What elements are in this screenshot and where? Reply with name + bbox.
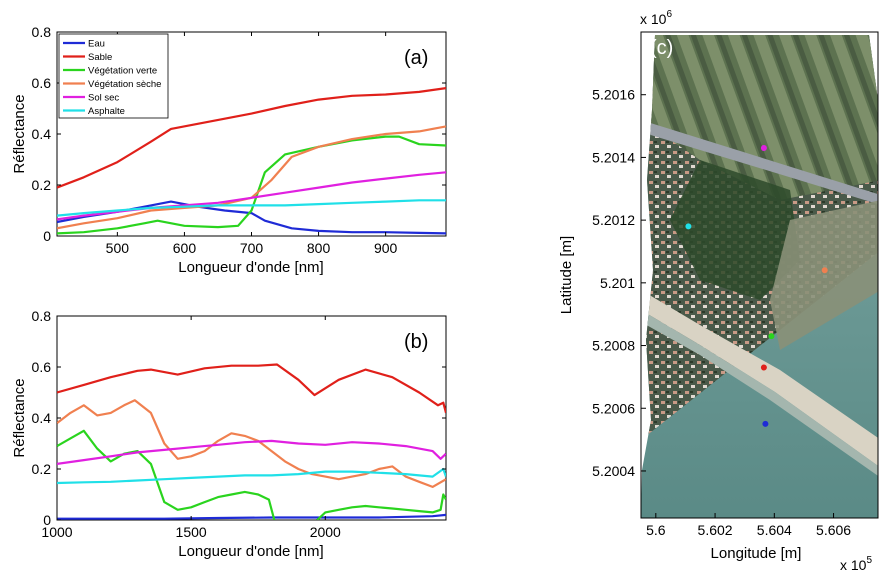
panel-a-ytick-label-2: 0.4 <box>32 126 52 142</box>
panel-c-xtick-label-2: 5.604 <box>757 522 792 538</box>
panel-a-series-vegetation-verte <box>57 135 446 235</box>
x-multiplier-exponent: 5 <box>866 555 872 566</box>
y-multiplier-base: x 10 <box>640 11 667 27</box>
panel-b-ytick-label-2: 0.4 <box>32 410 52 426</box>
dune-vegetation <box>770 200 878 350</box>
panel-c-ylabel: Latitude [m] <box>558 236 575 314</box>
panel-a-series-group <box>57 87 446 235</box>
panel-b-ytick-label-4: 0.8 <box>32 308 52 324</box>
panel-c-ytick-label-4: 5.2012 <box>592 212 635 228</box>
agricultural-fields <box>641 35 878 200</box>
panel-c: 5.6 5.602 5.604 5.606 5.2004 5.2006 5.2008 5.20… <box>558 9 879 572</box>
panel-b-series-group <box>57 363 446 520</box>
panel-a-xtick-label-1: 600 <box>173 240 197 256</box>
legend-box <box>58 33 169 119</box>
panel-b-xtick-label-1: 1500 <box>176 524 207 540</box>
legend-label-vegetation-seche: Végétation sèche <box>88 79 161 90</box>
panel-a-tag: (a) <box>404 47 428 69</box>
panel-b-series-eau <box>57 513 446 520</box>
panel-b-series-sable <box>57 363 446 414</box>
panel-c-tag: (c) <box>650 37 673 59</box>
panel-a-xtick-label-4: 900 <box>374 240 398 256</box>
y-multiplier-exponent: 6 <box>666 9 672 20</box>
panel-c-xtick-label-3: 5.606 <box>816 522 851 538</box>
legend-label-vegetation-verte: Végétation verte <box>88 66 157 77</box>
panel-a-series-sol-sec <box>57 171 446 221</box>
x-multiplier-base: x 10 <box>840 557 867 572</box>
panel-a-series-sable <box>57 87 446 189</box>
coastal-road <box>641 120 878 205</box>
panel-a-xtick-label-0: 500 <box>106 240 130 256</box>
panel-b-xlabel: Longueur d'onde [nm] <box>178 543 323 560</box>
panel-c-ytick-label-2: 5.2008 <box>592 338 635 354</box>
panel-c-ytick-label-1: 5.2006 <box>592 400 635 416</box>
panel-c-ytick-label-0: 5.2004 <box>592 463 635 479</box>
panel-b-ytick-label-0: 0 <box>43 512 51 528</box>
sample-point-sable <box>760 364 767 371</box>
panel-b-series-vegetation-seche <box>57 399 446 488</box>
panel-b-ytick-label-1: 0.2 <box>32 461 52 477</box>
panel-a-legend: Eau Sable Végétation verte Végétation sèche… <box>58 33 169 119</box>
panel-c-ytick-label-5: 5.2014 <box>592 149 635 165</box>
panel-b-ytick-label-3: 0.6 <box>32 359 52 375</box>
satellite-image <box>641 35 878 518</box>
panel-c-sample-points <box>685 145 828 427</box>
panel-b-series-asphalte <box>57 467 446 485</box>
panel-a-ytick-label-0: 0 <box>43 228 51 244</box>
forest-patch <box>670 160 800 300</box>
panel-a-xtick-label-3: 800 <box>307 240 331 256</box>
panel-b-axes-box <box>56 315 447 521</box>
panel-a-series-asphalte <box>57 199 446 217</box>
panel-b-series-sol-sec <box>57 439 446 465</box>
panel-c-x-multiplier: x 105 <box>840 555 872 572</box>
panel-c-xtick-label-1: 5.602 <box>698 522 733 538</box>
panel-c-ticks: 5.6 5.602 5.604 5.606 5.2004 5.2006 5.2008 5.20… <box>592 87 851 538</box>
panel-c-axes-box <box>640 31 879 519</box>
panel-a-xlabel: Longueur d'onde [nm] <box>178 259 323 276</box>
panel-a: 500 600 700 800 900 0 0.2 0.4 0.6 0.8 (a) Longueu… <box>11 24 447 276</box>
panel-b-series-vegetation-verte-2 <box>316 493 446 520</box>
legend-label-eau: Eau <box>88 39 105 50</box>
panel-a-ytick-label-4: 0.8 <box>32 24 52 40</box>
panel-a-ytick-label-3: 0.6 <box>32 75 52 91</box>
panel-b-ticks: 1000 1500 2000 0 0.2 0.4 0.6 0.8 <box>32 308 446 540</box>
legend-label-asphalte: Asphalte <box>88 106 125 117</box>
panel-c-ytick-label-3: 5.201 <box>600 275 635 291</box>
legend-label-sable: Sable <box>88 52 112 63</box>
panel-a-ylabel: Réflectance <box>11 94 28 173</box>
sample-point-vegetation-verte <box>768 333 775 340</box>
panel-a-series-vegetation-seche <box>57 125 446 230</box>
sand-beach <box>641 290 878 468</box>
panel-c-y-multiplier: x 106 <box>640 9 672 27</box>
sample-point-vegetation-seche <box>821 267 828 274</box>
panel-c-xlabel: Longitude [m] <box>711 545 802 562</box>
panel-b-tag: (b) <box>404 331 428 353</box>
panel-b: 1000 1500 2000 0 0.2 0.4 0.6 0.8 (b) Longueur d… <box>11 308 447 560</box>
panel-c-xtick-label-0: 5.6 <box>646 522 666 538</box>
panel-b-xtick-label-2: 2000 <box>310 524 341 540</box>
sample-point-asphalte <box>685 223 692 230</box>
panel-a-xtick-label-2: 700 <box>240 240 264 256</box>
panel-c-ytick-label-6: 5.2016 <box>592 87 635 103</box>
panel-a-ytick-label-1: 0.2 <box>32 177 52 193</box>
panel-b-ylabel: Réflectance <box>11 378 28 457</box>
panel-a-ticks: 500 600 700 800 900 0 0.2 0.4 0.6 0.8 <box>32 24 446 256</box>
panel-b-xtick-label-0: 1000 <box>41 524 72 540</box>
sample-point-sol-sec <box>760 145 767 151</box>
sample-point-eau <box>762 420 769 427</box>
panel-b-series-vegetation-verte <box>57 429 276 520</box>
legend-label-sol-sec: Sol sec <box>88 93 119 104</box>
surf-zone <box>641 310 878 478</box>
